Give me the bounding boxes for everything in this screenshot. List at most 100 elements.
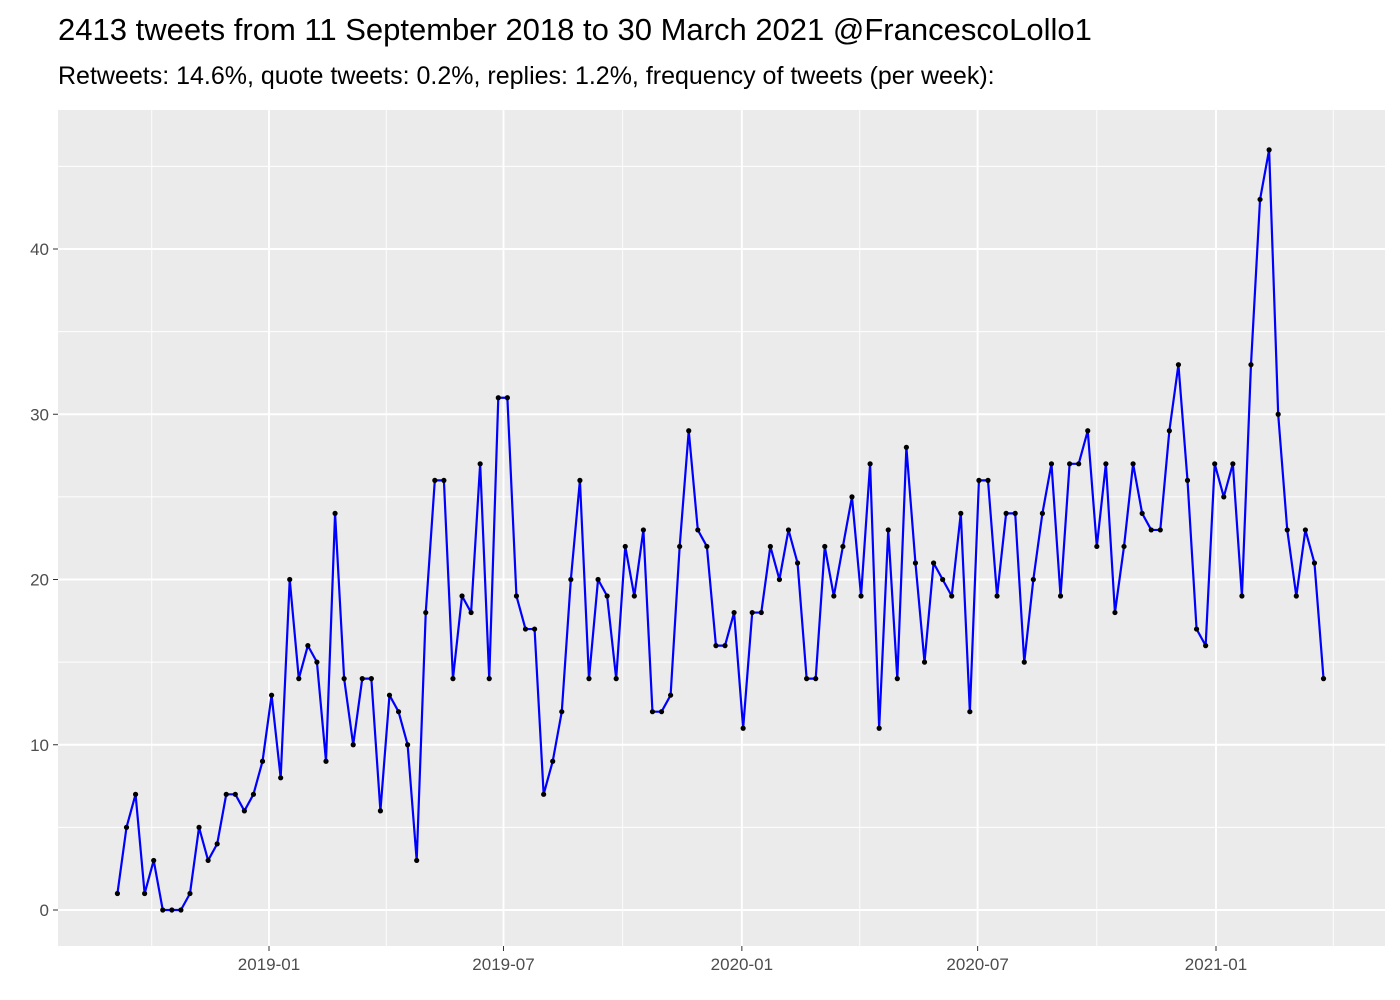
data-point [885,527,891,533]
data-point [377,808,384,814]
data-point [686,428,692,434]
data-point [441,477,447,483]
data-point [958,510,964,516]
x-tick-label: 2019-07 [472,955,534,974]
data-point [1239,593,1245,599]
data-point [785,527,792,533]
data-point [1175,362,1182,368]
data-point [1057,593,1064,599]
data-point [531,626,538,632]
data-point [794,560,801,566]
data-point [586,676,592,682]
data-point [1112,609,1118,616]
data-point [1012,510,1018,516]
data-point [949,593,955,599]
data-point [132,791,139,797]
data-point [414,857,420,864]
data-point [1003,510,1009,516]
y-tick-label: 40 [30,240,49,259]
data-point [758,609,764,616]
y-tick-label: 0 [40,901,49,920]
series-line [116,148,1325,912]
data-point [912,560,919,566]
data-point [504,395,510,401]
data-point [804,676,810,682]
data-point [1311,560,1318,566]
data-point [1248,362,1254,368]
data-point [386,692,393,698]
data-point [1157,527,1163,533]
data-point [858,593,864,599]
data-point [767,543,773,550]
data-point [1230,461,1236,467]
data-point [250,791,257,797]
data-point [813,676,819,682]
data-point [495,395,501,401]
data-point [1030,576,1036,583]
data-point [695,527,701,533]
x-tick-label: 2020-01 [711,955,773,974]
data-point [967,709,973,715]
data-point [1284,527,1290,533]
data-point [595,576,601,583]
data-point [1148,527,1154,533]
data-point [268,692,275,698]
data-point [849,494,855,500]
data-point [976,477,982,483]
data-point [1103,461,1109,467]
data-point [604,593,610,599]
data-point [123,824,130,830]
data-point [1257,196,1263,203]
data-point [314,659,320,665]
data-point [1076,461,1082,467]
data-point [196,824,202,830]
data-point [405,742,411,748]
data-point [223,791,229,797]
y-tick-label: 10 [30,736,49,755]
data-point [214,841,220,847]
data-point [142,890,148,897]
data-point [169,907,175,913]
data-point [649,709,656,715]
data-point [677,543,683,550]
data-point [613,676,619,682]
data-point [541,791,547,797]
data-point [550,758,556,764]
data-point [1094,543,1100,550]
data-point [903,444,909,450]
data-point [1184,477,1191,483]
data-point [1221,494,1227,500]
data-point [731,609,737,616]
data-point [114,890,121,897]
data-point [486,676,492,682]
data-point [205,857,211,864]
data-point [160,907,166,913]
data-point [1203,643,1209,649]
data-point [151,857,157,864]
data-point [722,643,728,649]
data-point [622,543,628,550]
data-point [568,576,574,583]
data-point [1293,593,1299,599]
data-point [1067,461,1073,467]
data-point [840,543,846,550]
data-point [477,461,483,467]
data-point [930,560,937,566]
data-point [459,593,465,599]
data-point [259,758,266,764]
plot-panel [58,110,1385,946]
data-point [1121,543,1127,550]
data-point [296,676,302,682]
data-point [1193,626,1200,632]
data-point [985,477,991,483]
data-point [776,576,783,583]
y-tick-label: 30 [30,405,49,424]
data-point [867,461,873,467]
data-point [1212,461,1218,467]
data-point [341,676,347,682]
data-point [631,593,637,599]
data-point [232,791,238,797]
data-point [940,576,946,583]
data-point [395,709,402,715]
